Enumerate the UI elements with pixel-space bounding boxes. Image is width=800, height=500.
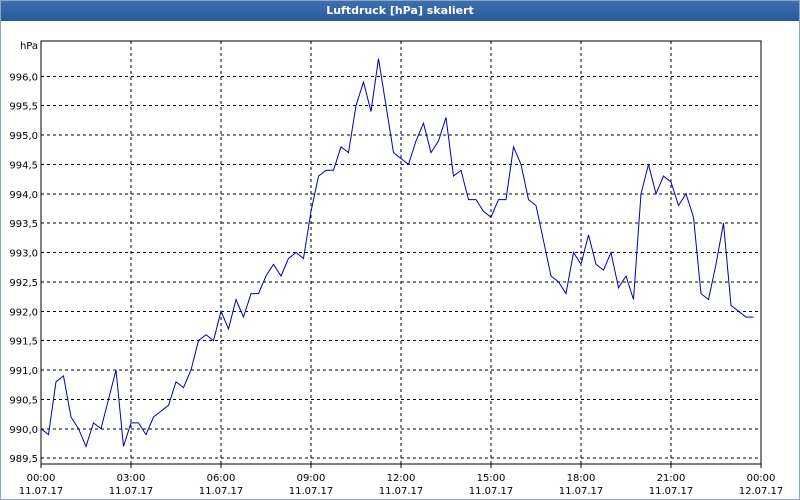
y-tick-label: 993,5 [9, 219, 38, 230]
y-tick-label: 994,0 [9, 190, 38, 201]
pressure-series-line [40, 58, 754, 448]
chart-title: Luftdruck [hPa] skaliert [326, 4, 474, 17]
x-tick-date-label: 11.07.17 [109, 486, 154, 497]
pressure-chart: 996,0 995,5 995,0 994,5 994,0 993,5 993,0 992,5… [9, 40, 783, 497]
y-axis-unit-label: hPa [20, 41, 38, 52]
grid [41, 41, 761, 464]
x-tick-time-label: 21:00 [657, 473, 686, 484]
x-tick-time-label: 00:00 [747, 473, 776, 484]
y-tick-label: 995,5 [9, 102, 38, 113]
x-tick-date-label: 11.07.17 [19, 486, 64, 497]
y-tick-label: 996,0 [9, 72, 38, 83]
y-tick-label: 991,0 [9, 366, 38, 377]
y-tick-label: 993,0 [9, 249, 38, 260]
x-tick-date-label: 11.07.17 [559, 486, 604, 497]
x-tick-time-label: 12:00 [387, 473, 416, 484]
x-tick-date-label: 11.07.17 [289, 486, 334, 497]
x-tick-time-label: 00:00 [27, 473, 56, 484]
x-tick-time-label: 03:00 [117, 473, 146, 484]
y-tick-label: 994,5 [9, 160, 38, 171]
x-tick-time-label: 15:00 [477, 473, 506, 484]
axes [40, 40, 762, 468]
tick-labels: 996,0 995,5 995,0 994,5 994,0 993,5 993,0 992,5… [9, 41, 783, 497]
x-tick-date-label: 11.07.17 [199, 486, 244, 497]
series-layer [40, 58, 754, 448]
y-tick-label: 995,0 [9, 131, 38, 142]
y-tick-label: 990,5 [9, 395, 38, 406]
x-tick-date-label: 12.07.17 [739, 486, 784, 497]
x-tick-date-label: 11.07.17 [469, 486, 514, 497]
plot-border [40, 40, 762, 465]
x-tick-time-label: 18:00 [567, 473, 596, 484]
x-tick-time-label: 09:00 [297, 473, 326, 484]
x-tick-date-label: 11.07.17 [649, 486, 694, 497]
title-bar: Luftdruck [hPa] skaliert [1, 1, 799, 21]
y-tick-label: 992,0 [9, 307, 38, 318]
y-tick-label: 989,5 [9, 454, 38, 465]
x-tick-time-label: 06:00 [207, 473, 236, 484]
x-tick-date-label: 11.07.17 [379, 486, 424, 497]
y-tick-label: 991,5 [9, 337, 38, 348]
y-tick-label: 990,0 [9, 425, 38, 436]
y-tick-label: 992,5 [9, 278, 38, 289]
